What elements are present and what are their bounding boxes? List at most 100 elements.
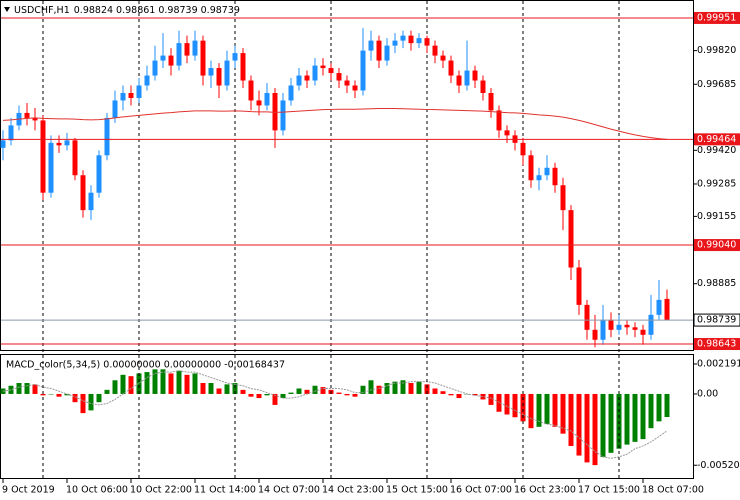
y-tick-label: 0.99285 (697, 178, 736, 189)
candle-body (208, 68, 214, 76)
candle-body (112, 100, 118, 118)
level-label: 0.99040 (697, 240, 736, 251)
x-tick-label: 14 Oct 07:00 (258, 485, 320, 496)
histogram-bar (24, 383, 30, 394)
candle-body (504, 130, 510, 136)
histogram-bar (8, 385, 14, 394)
histogram-bar (288, 392, 294, 394)
candle-body (40, 120, 46, 193)
candle-body (376, 40, 382, 61)
x-tick-label: 9 Oct 2019 (2, 485, 55, 496)
histogram-bar (528, 393, 534, 429)
y-tick-label: 0.99420 (697, 145, 736, 156)
histogram-bar (264, 393, 270, 396)
histogram-bar (536, 393, 542, 427)
y-tick-label: 0.0021918 (697, 358, 740, 369)
histogram-bar (624, 393, 630, 445)
candle-body (232, 53, 238, 61)
histogram-bar (592, 393, 598, 466)
signal-line (2, 370, 668, 459)
y-tick-label: 0.99155 (697, 211, 736, 222)
histogram-bar (32, 384, 38, 394)
candle-body (528, 155, 534, 181)
candle-body (392, 40, 398, 46)
histogram-bar (480, 393, 486, 400)
histogram-bar (336, 392, 342, 394)
candle-body (520, 142, 526, 156)
histogram-bar (520, 393, 526, 422)
candle-body (24, 112, 30, 118)
candle-body (280, 100, 286, 131)
menu-icon[interactable] (4, 7, 10, 12)
histogram-bar (664, 393, 670, 418)
histogram-bar (296, 388, 302, 394)
candle-body (648, 314, 654, 335)
candle-body (344, 80, 350, 86)
candle-body (576, 267, 582, 305)
candle-body (88, 192, 94, 211)
candle-body (272, 92, 278, 131)
histogram-bar (352, 393, 358, 397)
candle-body (184, 43, 190, 56)
histogram-bar (128, 376, 134, 394)
histogram-bar (432, 388, 438, 394)
histogram-bar (248, 393, 254, 397)
x-tick-label: 18 Oct 07:00 (642, 485, 704, 496)
histogram-bar (176, 370, 182, 394)
candle-body (288, 85, 294, 101)
histogram-bar (600, 393, 606, 457)
candle-body (304, 75, 310, 81)
indicator-title: MACD_color(5,34,5) 0.00000000 0.00000000… (6, 360, 285, 371)
candle-body (656, 299, 662, 315)
x-tick-label: 11 Oct 14:00 (194, 485, 256, 496)
level-label: 0.99464 (697, 134, 736, 145)
histogram-bar (368, 380, 374, 394)
histogram-bar (184, 374, 190, 394)
candle-body (544, 167, 550, 176)
histogram-bar (400, 380, 406, 394)
candle-body (136, 85, 142, 98)
current-price-label: 0.98739 (697, 315, 736, 326)
histogram-bar (208, 383, 214, 394)
candle-body (600, 319, 606, 340)
y-tick-label: 0.99820 (697, 45, 736, 56)
histogram-bar (320, 387, 326, 394)
y-tick-label: -0.0052088 (697, 460, 740, 471)
histogram-bar (168, 373, 174, 394)
histogram-bar (120, 374, 126, 394)
candle-body (480, 80, 486, 93)
moving-average (2, 107, 668, 140)
histogram-bar (568, 393, 574, 446)
candle-body (72, 140, 78, 176)
histogram-bar (136, 373, 142, 394)
high: 0.98861 (116, 5, 155, 16)
candle-body (616, 324, 622, 330)
level-label-box (694, 11, 740, 24)
candle-body (152, 60, 158, 76)
candle-body (624, 324, 630, 328)
histogram-bar (48, 393, 54, 395)
x-tick-label: 15 Oct 15:00 (386, 485, 448, 496)
histogram-bar (256, 393, 262, 399)
candle-body (80, 175, 86, 211)
histogram-bar (656, 393, 662, 422)
candle-body (48, 142, 54, 193)
candle-body (352, 85, 358, 91)
x-tick-label: 10 Oct 06:00 (66, 485, 128, 496)
candle-body (608, 319, 614, 330)
histogram-bar (144, 372, 150, 394)
candle-body (120, 92, 126, 101)
y-tick-label: 0.00 (697, 388, 718, 399)
candle-body (192, 40, 198, 56)
histogram-bar (40, 393, 46, 396)
histogram-bar (16, 383, 22, 394)
histogram-bar (152, 369, 158, 394)
candle-body (536, 175, 542, 181)
candle-body (64, 140, 70, 146)
candle-body (592, 329, 598, 340)
candle-body (216, 68, 222, 86)
histogram-bar (272, 393, 278, 405)
close: 0.98739 (201, 5, 240, 16)
y-tick-label: 0.98885 (697, 278, 736, 289)
